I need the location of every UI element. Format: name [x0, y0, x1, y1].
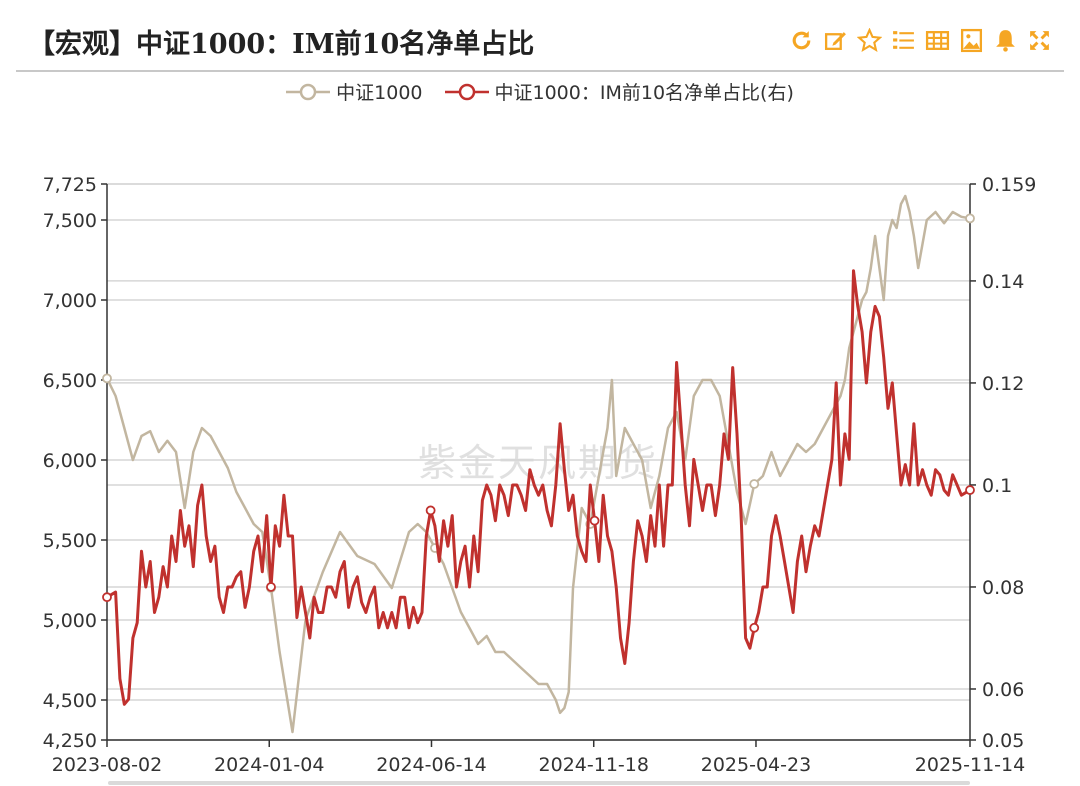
y-right-tick-label: 0.06 — [982, 679, 1024, 701]
series-marker-1 — [102, 592, 112, 603]
bell-icon[interactable] — [993, 28, 1018, 53]
title-divider — [16, 70, 1064, 72]
legend-label-im-ratio: 中证1000：IM前10名净单占比(右) — [494, 82, 794, 104]
y-right-tick-label: 0.14 — [982, 271, 1024, 293]
legend-item-csi1000[interactable]: 中证1000 — [286, 78, 423, 105]
fullscreen-icon[interactable] — [1027, 28, 1052, 53]
table-icon[interactable] — [925, 28, 950, 53]
y-left-tick-label: 5,000 — [43, 610, 97, 632]
series-marker-1 — [965, 485, 975, 495]
chart-scrollbar[interactable] — [108, 781, 970, 785]
y-left-tick-label: 7,000 — [43, 290, 97, 312]
x-tick-label: 2025-11-14 — [915, 754, 1025, 776]
series-marker-0 — [749, 479, 760, 489]
y-left-tick-label: 4,500 — [43, 690, 97, 712]
x-tick-label: 2024-01-04 — [214, 754, 324, 776]
x-tick-label: 2025-04-23 — [701, 754, 811, 776]
series-line-1 — [106, 269, 971, 706]
x-tick-label: 2024-06-14 — [376, 754, 486, 776]
refresh-icon[interactable] — [789, 28, 814, 53]
y-right-tick-label: 0.08 — [982, 577, 1024, 599]
series-line-0 — [105, 194, 971, 734]
y-right-tick-label: 0.12 — [982, 373, 1024, 395]
y-right-tick-label: 0.1 — [982, 475, 1012, 497]
page-title: 【宏观】中证1000：IM前10名净单占比 — [28, 29, 535, 60]
y-right-tick-label: 0.159 — [982, 174, 1036, 196]
x-tick-label: 2023-08-02 — [52, 754, 162, 776]
legend-marker-im-ratio — [444, 83, 489, 100]
image-icon[interactable] — [959, 28, 984, 53]
series-marker-1 — [425, 505, 436, 516]
edit-icon[interactable] — [823, 28, 848, 53]
star-icon[interactable] — [857, 28, 882, 53]
series-marker-0 — [965, 213, 975, 224]
chart-toolbar — [789, 28, 1052, 53]
y-left-tick-label: 6,500 — [43, 370, 97, 392]
chart-legend: 中证1000 中证1000：IM前10名净单占比(右) — [0, 78, 1080, 105]
y-left-tick-label: 7,725 — [43, 174, 97, 196]
list-icon[interactable] — [891, 28, 916, 53]
series-marker-1 — [749, 622, 760, 633]
y-left-tick-label: 6,000 — [43, 450, 97, 472]
series-marker-0 — [102, 373, 112, 384]
y-right-tick-label: 0.05 — [982, 730, 1024, 752]
legend-label-csi1000: 中证1000 — [336, 82, 423, 104]
y-left-tick-label: 5,500 — [43, 530, 97, 552]
y-left-tick-label: 7,500 — [43, 210, 97, 232]
series-marker-1 — [589, 515, 600, 526]
series-marker-1 — [266, 582, 276, 592]
legend-item-im-ratio[interactable]: 中证1000：IM前10名净单占比(右) — [444, 78, 794, 105]
y-left-tick-label: 4,250 — [43, 730, 97, 752]
x-tick-label: 2024-11-18 — [539, 754, 649, 776]
legend-marker-csi1000 — [286, 83, 331, 100]
